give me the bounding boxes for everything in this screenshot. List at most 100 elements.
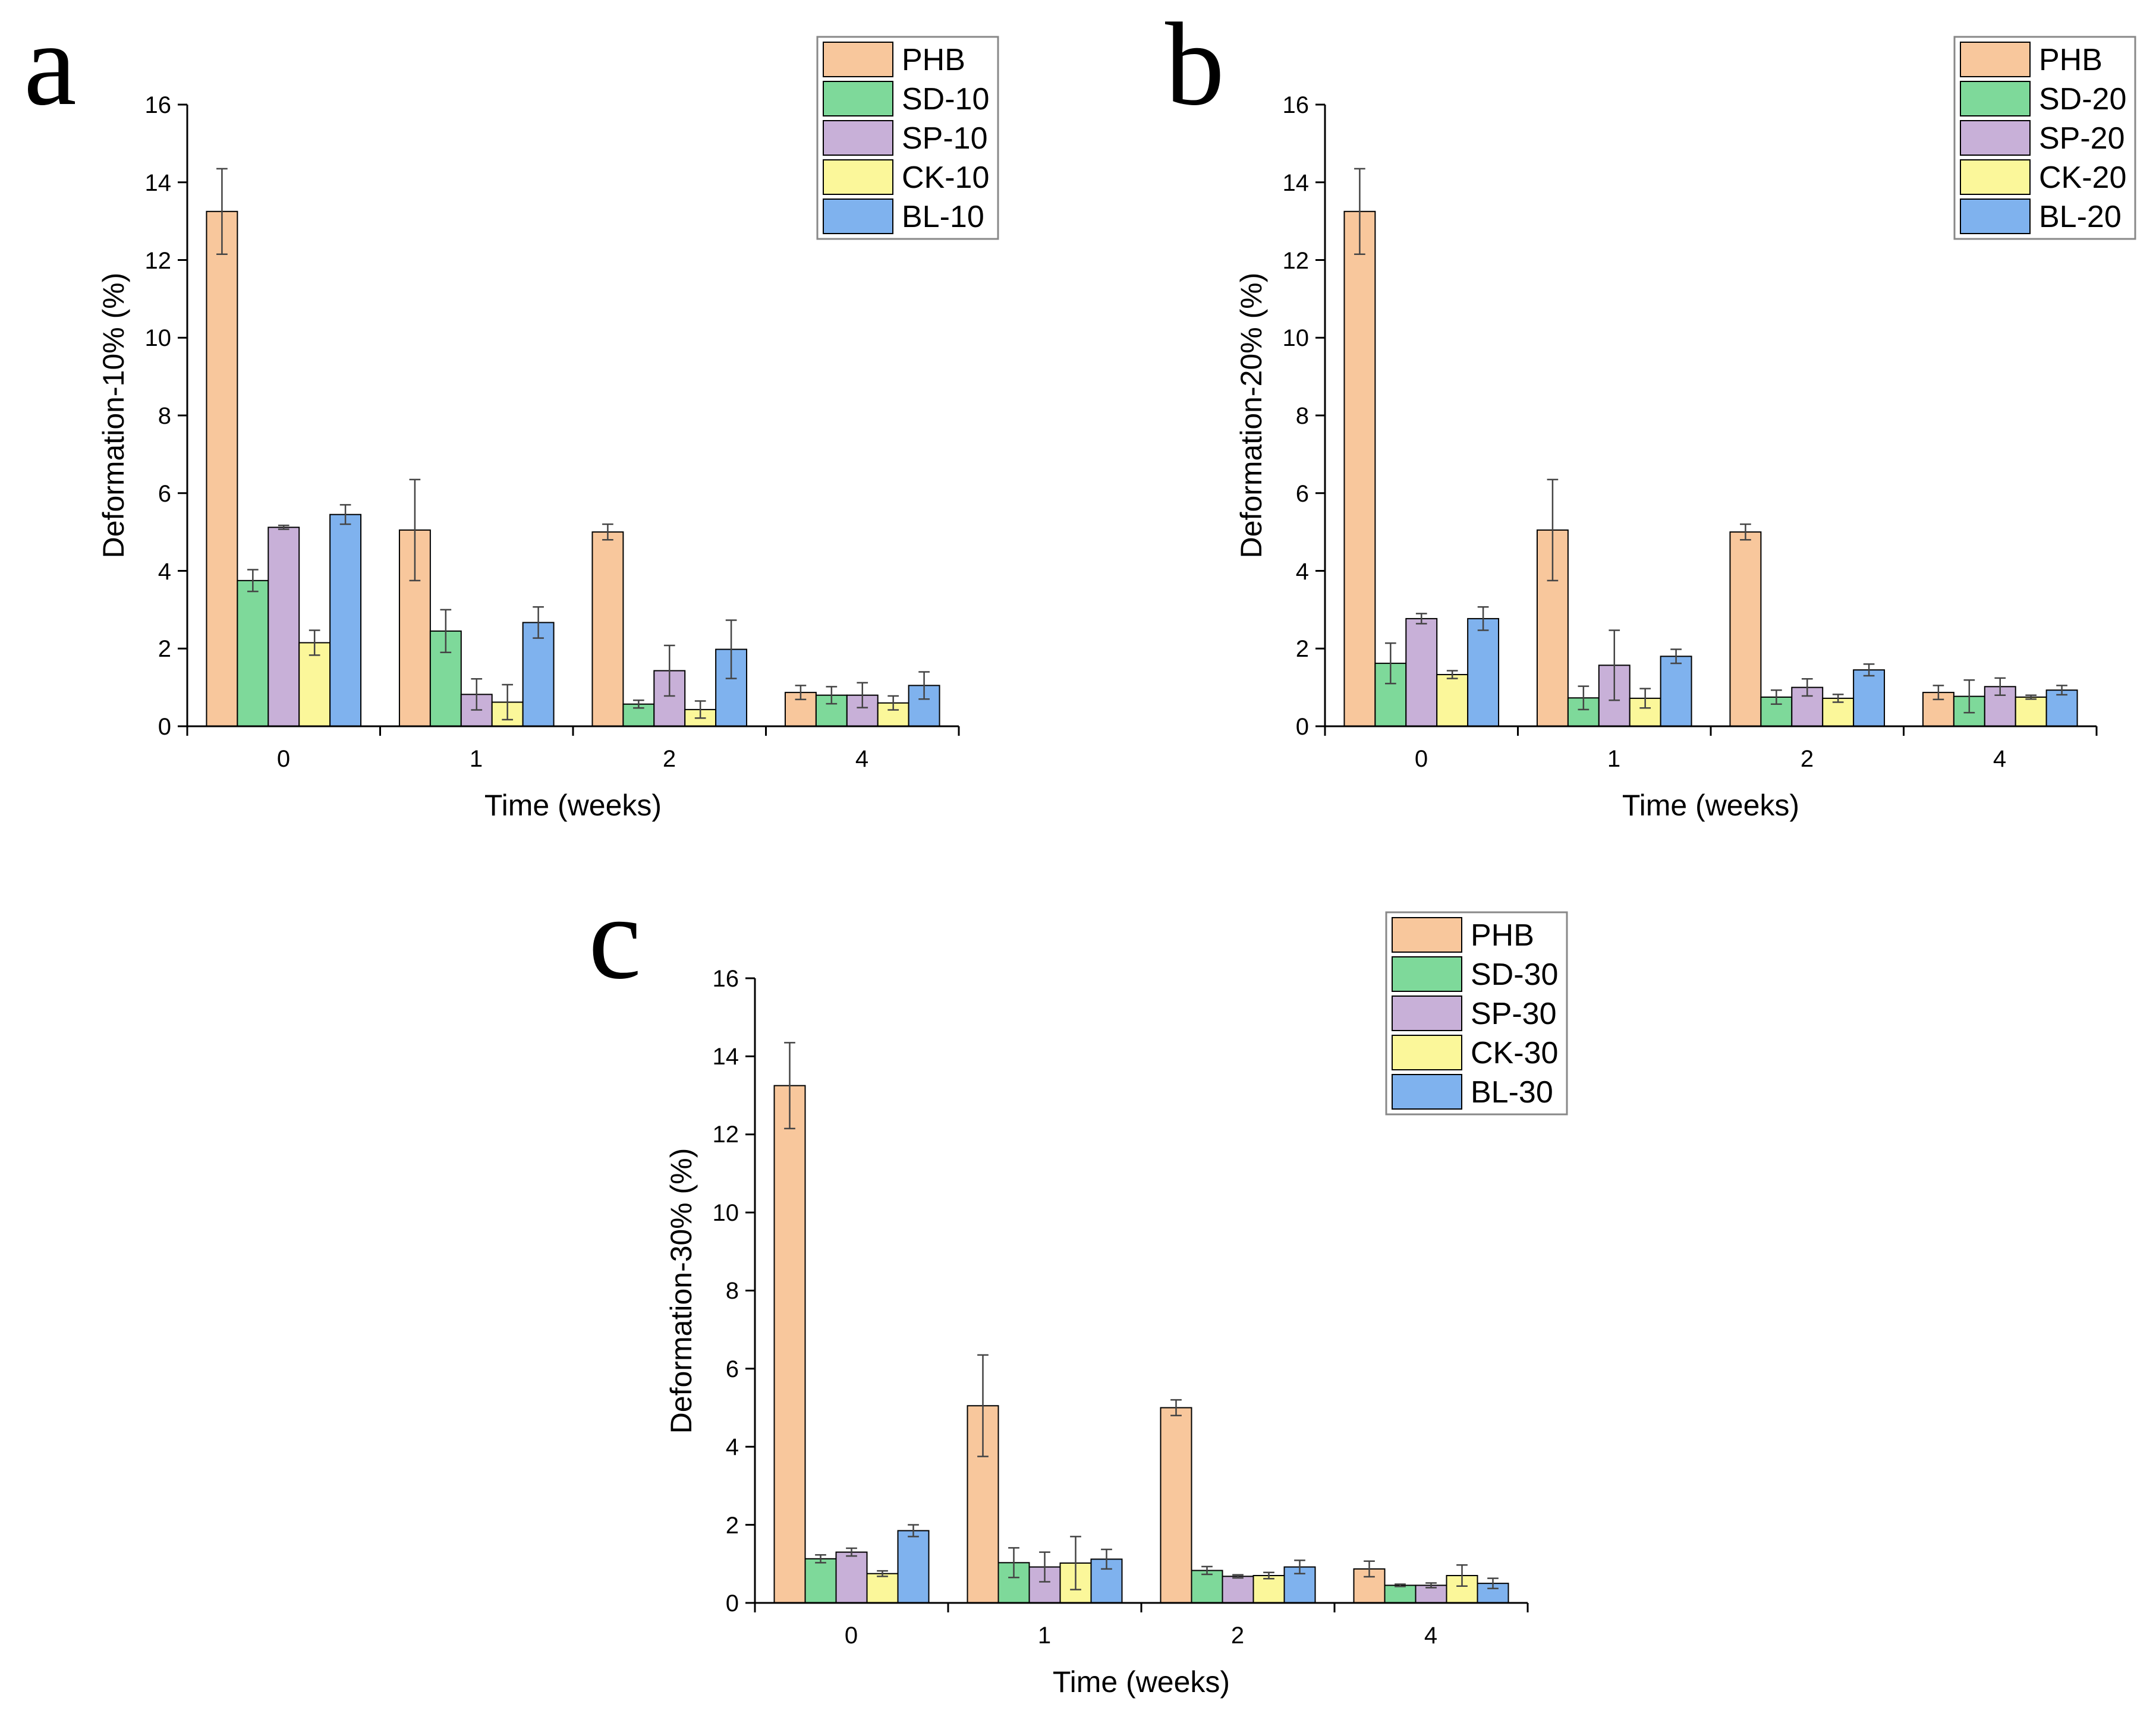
legend-label: PHB	[902, 43, 965, 77]
y-tick-label: 0	[726, 1590, 739, 1617]
y-tick-label: 10	[1283, 325, 1310, 351]
legend-label: SP-10	[902, 121, 988, 156]
y-tick-label: 16	[145, 92, 172, 118]
legend-swatch	[1392, 956, 1462, 992]
y-axis-c: 0 2 4 6 8 10 12 14 16 Deformation-30% (%…	[665, 966, 756, 1617]
legend-label: PHB	[2039, 43, 2103, 77]
y-tick-label: 6	[1296, 481, 1309, 507]
x-tick-label: 2	[1801, 746, 1814, 772]
legend-swatch	[823, 199, 893, 234]
y-tick-label: 10	[145, 325, 172, 351]
x-tick-label: 2	[663, 746, 676, 772]
y-tick-label: 4	[1296, 559, 1309, 585]
legend-swatch	[1960, 159, 2031, 195]
legend-swatch	[1960, 120, 2031, 156]
bar-bl-10	[329, 513, 362, 727]
bar-phb	[591, 531, 624, 727]
y-tick-label: 16	[1283, 92, 1310, 118]
y-axis-a: 0 2 4 6 8 10 12 14 16 Deformation-10% (%…	[97, 92, 188, 740]
bar-ck-30	[866, 1573, 899, 1603]
bar-sd-30	[1384, 1584, 1417, 1604]
x-tick-label: 4	[855, 746, 868, 772]
y-tick-label: 6	[726, 1356, 739, 1382]
bar-phb	[967, 1405, 999, 1603]
legend-swatch	[1960, 81, 2031, 116]
y-tick-label: 8	[726, 1278, 739, 1304]
y-tick-label: 10	[713, 1200, 739, 1226]
chart-panel-a: a 0 2 4 6 8 10 12 14 16 Deformation-10% …	[24, 0, 999, 822]
x-tick-label: 0	[277, 746, 290, 772]
chart-panel-c: c 0 2 4 6 8 10 12 14 16 Deformation-30% …	[588, 872, 1568, 1699]
x-tick-label: 4	[1424, 1623, 1437, 1649]
y-tick-label: 12	[713, 1121, 739, 1148]
y-tick-label: 16	[713, 966, 739, 992]
chart-panel-b: b 0 2 4 6 8 10 12 14 16 Deformation-20% …	[1165, 0, 2136, 822]
y-tick-label: 8	[1296, 403, 1309, 429]
legend-label: CK-30	[1471, 1036, 1558, 1070]
legend-label: BL-30	[1471, 1075, 1553, 1110]
bar-sp-20	[1405, 618, 1438, 727]
legend-swatch	[1960, 42, 2031, 77]
bar-sd-10	[237, 579, 269, 727]
x-tick-label: 1	[1038, 1623, 1051, 1649]
bar-sp-30	[1222, 1576, 1254, 1604]
y-tick-label: 14	[145, 170, 172, 196]
bar-phb	[1160, 1407, 1192, 1603]
y-tick-label: 8	[158, 403, 171, 429]
bar-sd-30	[804, 1558, 837, 1604]
legend-swatch	[823, 81, 893, 116]
bar-ck-20	[1436, 674, 1469, 727]
y-axis-title-c: Deformation-30% (%)	[665, 1148, 698, 1434]
x-axis-title-a: Time (weeks)	[484, 789, 662, 822]
legend-swatch	[1392, 1074, 1462, 1110]
legend-label: SD-20	[2039, 82, 2126, 116]
legend-swatch	[1392, 1035, 1462, 1070]
legend-b: PHB SD-20 SP-20 CK-20 BL-20	[1953, 36, 2136, 240]
x-tick-label: 1	[1607, 746, 1620, 772]
y-tick-label: 4	[158, 559, 171, 585]
legend-swatch	[1392, 917, 1462, 953]
legend-label: CK-10	[902, 160, 989, 195]
legend-a: PHB SD-10 SP-10 CK-10 BL-10	[816, 36, 999, 240]
legend-label: BL-20	[2039, 200, 2122, 234]
legend-c: PHB SD-30 SP-30 CK-30 BL-30	[1385, 911, 1568, 1116]
bar-bl-20	[1660, 656, 1692, 727]
legend-swatch	[1960, 199, 2031, 234]
y-tick-label: 2	[158, 636, 171, 662]
x-axis-a: 0 1 2 4 Time (weeks)	[187, 725, 959, 822]
x-tick-label: 0	[1415, 746, 1428, 772]
bar-phb	[1343, 210, 1376, 727]
bar-ck-10	[298, 642, 331, 727]
y-tick-label: 14	[1283, 170, 1310, 196]
legend-label: SP-30	[1471, 997, 1557, 1031]
x-tick-label: 1	[470, 746, 483, 772]
legend-label: PHB	[1471, 918, 1534, 953]
bar-phb	[398, 529, 431, 727]
bar-bl-30	[897, 1530, 930, 1603]
panel-letter-c: c	[588, 872, 641, 1004]
x-axis-title-c: Time (weeks)	[1053, 1665, 1230, 1699]
legend-label: SD-30	[1471, 957, 1558, 992]
y-tick-label: 4	[726, 1434, 739, 1460]
bar-bl-20	[1853, 669, 1886, 727]
legend-swatch	[823, 120, 893, 156]
legend-label: SD-10	[902, 82, 989, 116]
panel-letter-a: a	[24, 0, 77, 130]
legend-label: CK-20	[2039, 160, 2126, 195]
y-axis-title-a: Deformation-10% (%)	[97, 273, 130, 559]
bar-sp-30	[835, 1551, 868, 1603]
legend-swatch	[823, 42, 893, 77]
y-tick-label: 0	[158, 714, 171, 740]
plot-area-b	[1315, 103, 2098, 736]
y-tick-label: 12	[145, 248, 172, 274]
panel-letter-b: b	[1165, 0, 1225, 130]
x-axis-c: 0 1 2 4 Time (weeks)	[755, 1602, 1528, 1699]
y-axis-title-b: Deformation-20% (%)	[1235, 273, 1268, 559]
legend-swatch	[1392, 995, 1462, 1031]
bar-sd-30	[1191, 1570, 1223, 1604]
bar-ck-20	[2015, 696, 2047, 727]
bar-phb	[773, 1085, 806, 1603]
x-axis-title-b: Time (weeks)	[1622, 789, 1799, 822]
y-tick-label: 6	[158, 481, 171, 507]
bar-bl-20	[2045, 689, 2078, 727]
